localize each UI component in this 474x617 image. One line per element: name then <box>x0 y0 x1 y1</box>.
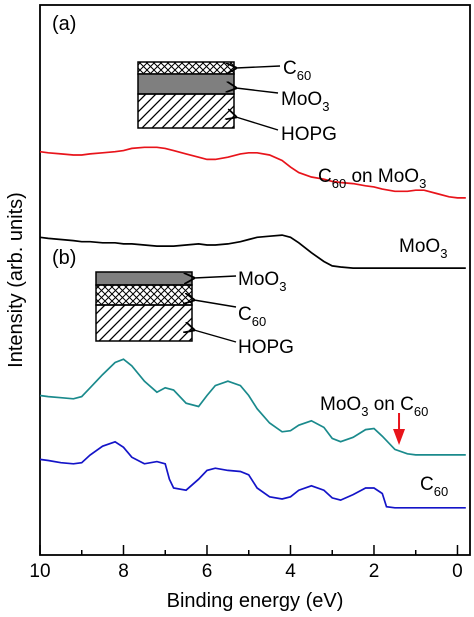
series-label-c60-on-moo3: C60 on MoO3 <box>318 166 426 191</box>
x-axis-label: Binding energy (eV) <box>167 590 344 612</box>
panel-b-layer-moo3 <box>95 271 193 286</box>
panel-b-layer-label-hopg: HOPG <box>238 337 294 358</box>
x-tick-label-4: 4 <box>285 561 296 582</box>
panel-a-layer-label-hopg: HOPG <box>281 124 337 145</box>
x-tick-label-6: 6 <box>202 561 213 582</box>
panel-a-pointer-c60 <box>236 66 281 68</box>
x-tick-label-0: 0 <box>452 561 463 582</box>
x-tick-label-2: 2 <box>369 561 380 582</box>
panel-a-layer-label-moo3: MoO3 <box>281 89 329 114</box>
panel-a-pointer-moo3 <box>236 88 279 94</box>
y-axis-label: Intensity (arb. units) <box>5 192 27 368</box>
x-tick-label-8: 8 <box>118 561 129 582</box>
series-line-c60 <box>39 440 466 509</box>
series-label-c60: C60 <box>420 474 448 499</box>
panel-a: (a) C60 MoO3 HOPG C60 on MoO3 MoO3 <box>39 13 466 269</box>
panel-b-label: (b) <box>52 247 76 269</box>
panel-b-layer-label-moo3: MoO3 <box>238 269 286 294</box>
x-axis-tick-labels: 10 8 6 4 2 0 <box>29 561 462 582</box>
panel-b-pointer-c60 <box>194 300 237 308</box>
panel-b-layer-c60 <box>95 284 193 306</box>
panel-a-layer-hopg <box>137 93 235 129</box>
series-line-moo3-on-c60 <box>39 358 466 456</box>
panel-b-inset: MoO3 C60 HOPG <box>95 269 294 358</box>
series-line-c60-on-moo3 <box>39 146 466 199</box>
panel-b-layer-label-c60: C60 <box>238 304 266 329</box>
panel-b-pointer-hopg <box>194 330 237 343</box>
series-label-moo3: MoO3 <box>399 236 447 261</box>
panel-a-layer-moo3 <box>137 73 235 95</box>
panel-b-pointer-moo3 <box>194 276 237 278</box>
panel-a-layer-c60 <box>137 61 235 75</box>
x-tick-label-10: 10 <box>29 561 50 582</box>
panel-b-layer-hopg <box>95 304 193 342</box>
red-arrow-annotation <box>393 413 406 445</box>
panel-a-layer-label-c60: C60 <box>283 58 311 83</box>
plot-frame <box>39 4 471 556</box>
panel-a-label: (a) <box>52 13 76 35</box>
series-label-moo3-on-c60: MoO3 on C60 <box>320 394 428 419</box>
series-line-moo3 <box>39 234 466 269</box>
x-axis-ticks <box>39 545 459 555</box>
panel-b: (b) MoO3 C60 HOPG MoO3 on C60 C60 <box>39 247 466 509</box>
panel-a-pointer-hopg <box>236 117 279 131</box>
red-arrow-head <box>393 429 406 445</box>
panel-a-inset: C60 MoO3 HOPG <box>137 58 337 145</box>
